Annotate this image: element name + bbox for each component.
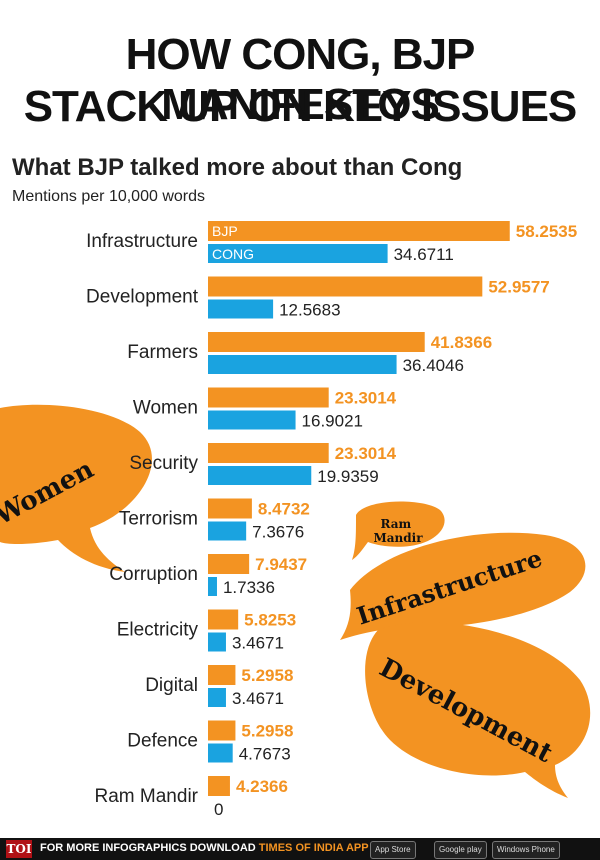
value-label-bjp-women: 23.3014 (335, 389, 397, 408)
value-label-bjp-digital: 5.2958 (241, 666, 293, 685)
bar-cong-farmers (208, 355, 397, 374)
legend-bjp: BJP (212, 223, 238, 239)
ram-mandir-bubble-line2: Mandir (373, 531, 423, 545)
bar-bjp-development (208, 276, 483, 297)
bar-bjp-infrastructure (208, 221, 510, 241)
value-label-cong-digital: 3.4671 (232, 689, 284, 708)
ram-mandir-bubble-line1: Ram (381, 517, 412, 531)
category-label-electricity: Electricity (117, 620, 199, 641)
category-label-women: Women (133, 398, 198, 419)
infrastructure-bubble: Infrastructure (340, 532, 586, 640)
value-label-bjp-defence: 5.2958 (241, 722, 293, 741)
category-label-infrastructure: Infrastructure (86, 231, 198, 252)
footer-text: FOR MORE INFOGRAPHICS DOWNLOAD TIMES OF … (40, 842, 369, 854)
value-label-cong-security: 19.9359 (317, 467, 378, 486)
headline-line-1: HOW CONG, BJP MANIFESTOS (125, 30, 476, 129)
bar-bjp-farmers (208, 332, 425, 352)
toi-logo: TOI (6, 840, 32, 858)
value-label-cong-infrastructure: 34.6711 (394, 245, 454, 264)
value-label-cong-electricity: 3.4671 (232, 634, 284, 653)
bar-bjp-ram-mandir (208, 776, 230, 796)
category-label-defence: Defence (127, 731, 198, 752)
chart-subtitle: Mentions per 10,000 words (12, 188, 205, 205)
value-label-bjp-ram-mandir: 4.2366 (236, 777, 288, 796)
bar-bjp-electricity (208, 609, 239, 630)
value-label-cong-defence: 4.7673 (239, 745, 291, 764)
value-label-cong-farmers: 36.4046 (403, 356, 464, 375)
bar-bjp-terrorism (208, 498, 252, 519)
ram-mandir-bubble-label: Ram Mandir (373, 517, 423, 545)
value-label-bjp-electricity: 5.8253 (244, 611, 296, 630)
category-label-ram-mandir: Ram Mandir (95, 786, 199, 807)
bar-cong-infrastructure (208, 244, 388, 263)
bar-cong-terrorism (208, 521, 247, 541)
bar-cong-digital (208, 688, 226, 707)
ram-mandir-bubble: Ram Mandir (352, 501, 445, 560)
app-store-badge[interactable]: App Store (370, 841, 416, 859)
bar-cong-development (208, 299, 274, 319)
category-label-corruption: Corruption (109, 564, 198, 585)
google-play-badge[interactable]: Google play (434, 841, 487, 859)
value-label-cong-corruption: 1.7336 (223, 578, 275, 597)
footer-brand: TIMES OF INDIA APP (258, 842, 369, 854)
chart-title: What BJP talked more about than Cong (12, 154, 463, 181)
development-bubble: Development (365, 622, 591, 798)
bar-cong-corruption (208, 577, 217, 596)
value-label-bjp-development: 52.9577 (488, 278, 549, 297)
bars-group: Infrastructure 58.2535 34.6711 BJP CONG Devel… (86, 221, 577, 819)
footer-bar: TOI FOR MORE INFOGRAPHICS DOWNLOAD TIMES… (0, 838, 600, 860)
bar-chart: Women Infrastructure Ram Mandir Developm… (0, 221, 591, 819)
value-label-bjp-corruption: 7.9437 (255, 555, 307, 574)
category-label-development: Development (86, 287, 199, 308)
value-label-bjp-infrastructure: 58.2535 (516, 222, 577, 241)
value-label-cong-terrorism: 7.3676 (252, 523, 304, 542)
headline-line-2: STACK UP ON KEY ISSUES (23, 82, 578, 131)
bar-bjp-digital (208, 665, 236, 685)
footer-cta: FOR MORE INFOGRAPHICS DOWNLOAD (40, 842, 256, 854)
value-label-bjp-security: 23.3014 (335, 444, 397, 463)
bar-cong-electricity (208, 632, 226, 652)
bar-bjp-women (208, 387, 329, 408)
bar-bjp-security (208, 443, 329, 463)
legend-cong: CONG (212, 246, 254, 262)
category-label-terrorism: Terrorism (119, 509, 198, 530)
bar-bjp-corruption (208, 554, 250, 574)
value-label-bjp-farmers: 41.8366 (431, 333, 492, 352)
value-label-bjp-terrorism: 8.4732 (258, 500, 310, 519)
windows-phone-badge[interactable]: Windows Phone (492, 841, 560, 859)
bar-bjp-defence (208, 720, 236, 741)
bar-cong-security (208, 466, 312, 485)
value-label-cong-ram-mandir: 0 (214, 800, 223, 819)
bar-cong-women (208, 410, 296, 430)
category-label-security: Security (129, 453, 198, 474)
value-label-cong-development: 12.5683 (279, 301, 340, 320)
category-label-farmers: Farmers (127, 342, 198, 363)
bar-cong-defence (208, 743, 233, 763)
category-label-digital: Digital (145, 675, 198, 696)
value-label-cong-women: 16.9021 (302, 412, 363, 431)
women-bubble: Women (0, 404, 152, 572)
